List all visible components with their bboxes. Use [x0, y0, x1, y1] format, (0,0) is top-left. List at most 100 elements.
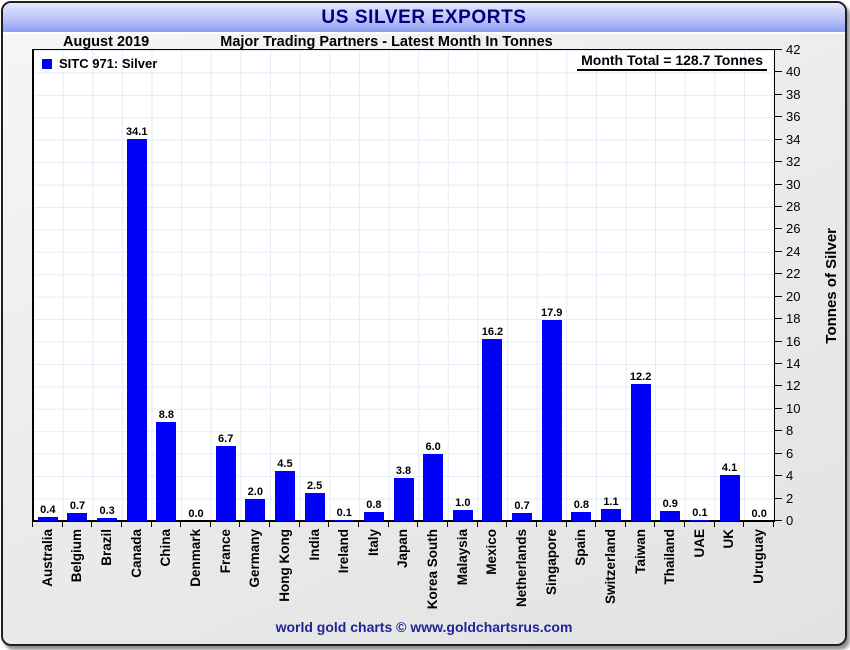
x-axis-label: Germany [247, 529, 263, 588]
y-tick-label: 10 [786, 400, 801, 416]
x-tick-mark [506, 522, 508, 527]
y-tick-mark [775, 340, 782, 342]
x-tick-mark [624, 522, 626, 527]
bar-slot: 0.0 [744, 50, 774, 521]
x-axis-label: UAE [691, 529, 707, 558]
x-label-cell: UK [715, 529, 745, 625]
bar-slot: 16.2 [478, 50, 508, 521]
x-axis-label: India [306, 529, 322, 561]
x-axis-label: China [158, 529, 174, 567]
bar[interactable] [600, 508, 621, 521]
y-tick-label: 0 [786, 513, 794, 528]
bar[interactable] [630, 384, 651, 521]
bar[interactable] [304, 492, 325, 521]
bar[interactable] [541, 320, 562, 521]
x-tick-mark [298, 522, 300, 527]
y-tick-mark [775, 49, 782, 50]
y-tick-label: 34 [786, 131, 801, 147]
bar-value-label: 0.1 [692, 506, 708, 519]
bar-value-label: 2.0 [247, 485, 263, 498]
bar[interactable] [37, 516, 58, 521]
y-tick-label: 18 [786, 311, 801, 327]
bar[interactable] [363, 512, 384, 521]
y-tick-label: 12 [786, 378, 801, 394]
page-title: US SILVER EXPORTS [321, 6, 527, 28]
x-tick-mark [565, 522, 567, 527]
bar-slot: 0.0 [181, 50, 211, 521]
y-tick-label: 40 [786, 64, 801, 80]
bar[interactable] [334, 519, 355, 521]
y-tick-mark [775, 452, 782, 454]
bar[interactable] [689, 519, 710, 521]
bar[interactable] [126, 138, 147, 521]
y-tick-label: 26 [786, 221, 801, 237]
x-label-cell: UAE [685, 529, 715, 625]
x-tick-mark [417, 522, 419, 527]
bar-value-label: 12.2 [629, 371, 652, 384]
bar-value-label: 0.1 [336, 506, 352, 519]
y-axis-title: Tonnes of Silver [822, 227, 840, 344]
y-tick-label: 24 [786, 243, 801, 259]
x-axis-label: Italy [365, 529, 381, 557]
bar[interactable] [482, 339, 503, 521]
x-axis-label: Malaysia [454, 529, 470, 586]
x-tick-mark [328, 522, 330, 527]
y-tick-label: 30 [786, 176, 801, 192]
y-tick-label: 4 [786, 468, 794, 484]
y-tick-mark [775, 206, 782, 207]
x-axis-label: Australia [39, 529, 55, 587]
bar-value-label: 6.7 [218, 432, 234, 445]
x-axis-label: Mexico [484, 529, 500, 575]
bar-value-label: 0.0 [751, 508, 767, 520]
x-label-cell: Ireland [329, 529, 359, 625]
bar-value-label: 0.7 [514, 500, 530, 513]
x-label-cell: Thailand [655, 529, 685, 625]
x-label-cell: Denmark [181, 529, 211, 625]
x-tick-mark [595, 522, 597, 527]
bar-slot: 0.1 [685, 50, 715, 521]
legend-label: SITC 971: Silver [59, 56, 158, 71]
bar[interactable] [452, 509, 473, 521]
bar-slot: 1.1 [596, 50, 626, 521]
bar[interactable] [719, 475, 740, 521]
bar-slot: 17.9 [537, 50, 567, 521]
bar-slot: 8.8 [152, 50, 182, 521]
bar-value-label: 0.3 [99, 504, 115, 517]
bar[interactable] [156, 422, 177, 521]
x-tick-mark [684, 522, 686, 527]
x-axis-label: Ireland [336, 529, 352, 574]
x-axis-label: Netherlands [513, 529, 529, 608]
bar[interactable] [97, 517, 118, 521]
x-label-cell: China [152, 529, 182, 625]
bar-slot: 0.9 [655, 50, 685, 521]
x-label-cell: Korea South [418, 529, 448, 625]
bar[interactable] [245, 498, 266, 521]
bar[interactable] [215, 445, 236, 521]
bar[interactable] [571, 512, 592, 521]
bar[interactable] [423, 453, 444, 521]
x-label-cell: Italy [359, 529, 389, 625]
x-label-cell: Canada [122, 529, 152, 625]
x-axis-labels: Australia Belgium Brazil Canada China Denmark… [33, 529, 774, 625]
bar-slot: 12.2 [626, 50, 656, 521]
bar[interactable] [660, 510, 681, 521]
y-tick-mark [775, 497, 782, 499]
y-tick-mark [775, 475, 782, 477]
x-label-cell: Hong Kong [270, 529, 300, 625]
bar-value-label: 1.0 [455, 496, 471, 509]
bar-value-label: 4.1 [721, 462, 738, 475]
bar[interactable] [67, 513, 88, 521]
bar-value-label: 6.0 [425, 440, 441, 453]
y-tick-mark [775, 138, 782, 140]
bar[interactable] [393, 478, 414, 521]
x-axis-label: Brazil [99, 529, 115, 566]
x-label-cell: Brazil [92, 529, 122, 625]
bar[interactable] [512, 513, 533, 521]
bar-slot: 0.4 [33, 50, 63, 521]
bar-value-label: 3.8 [395, 465, 412, 478]
bar-value-label: 2.5 [306, 479, 323, 492]
bar-value-label: 0.8 [366, 499, 382, 512]
bar[interactable] [274, 470, 295, 521]
bar-value-label: 0.9 [662, 497, 678, 510]
y-tick-mark [775, 161, 782, 163]
